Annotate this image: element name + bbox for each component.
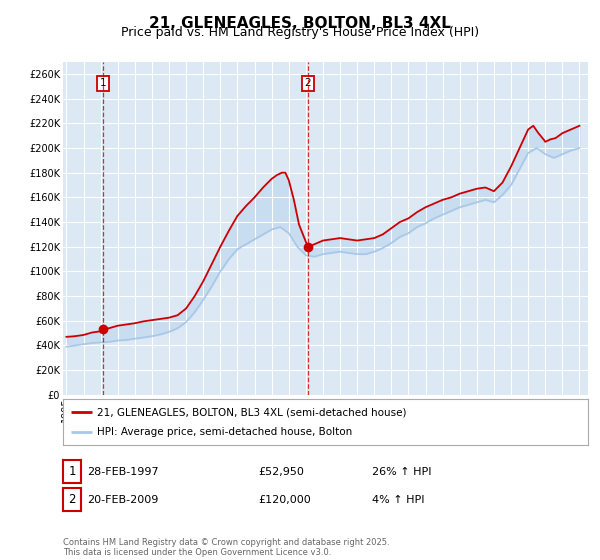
Text: 1: 1 bbox=[100, 78, 107, 88]
Text: £120,000: £120,000 bbox=[258, 494, 311, 505]
Text: 26% ↑ HPI: 26% ↑ HPI bbox=[372, 466, 431, 477]
Text: 2: 2 bbox=[305, 78, 311, 88]
Text: 21, GLENEAGLES, BOLTON, BL3 4XL: 21, GLENEAGLES, BOLTON, BL3 4XL bbox=[149, 16, 451, 31]
Text: 4% ↑ HPI: 4% ↑ HPI bbox=[372, 494, 425, 505]
Text: Contains HM Land Registry data © Crown copyright and database right 2025.
This d: Contains HM Land Registry data © Crown c… bbox=[63, 538, 389, 557]
Text: Price paid vs. HM Land Registry's House Price Index (HPI): Price paid vs. HM Land Registry's House … bbox=[121, 26, 479, 39]
Text: 21, GLENEAGLES, BOLTON, BL3 4XL (semi-detached house): 21, GLENEAGLES, BOLTON, BL3 4XL (semi-de… bbox=[97, 407, 407, 417]
Text: 20-FEB-2009: 20-FEB-2009 bbox=[87, 494, 158, 505]
Text: 2: 2 bbox=[68, 493, 76, 506]
Text: HPI: Average price, semi-detached house, Bolton: HPI: Average price, semi-detached house,… bbox=[97, 427, 352, 437]
Text: 1: 1 bbox=[68, 465, 76, 478]
Text: £52,950: £52,950 bbox=[258, 466, 304, 477]
Text: 28-FEB-1997: 28-FEB-1997 bbox=[87, 466, 158, 477]
